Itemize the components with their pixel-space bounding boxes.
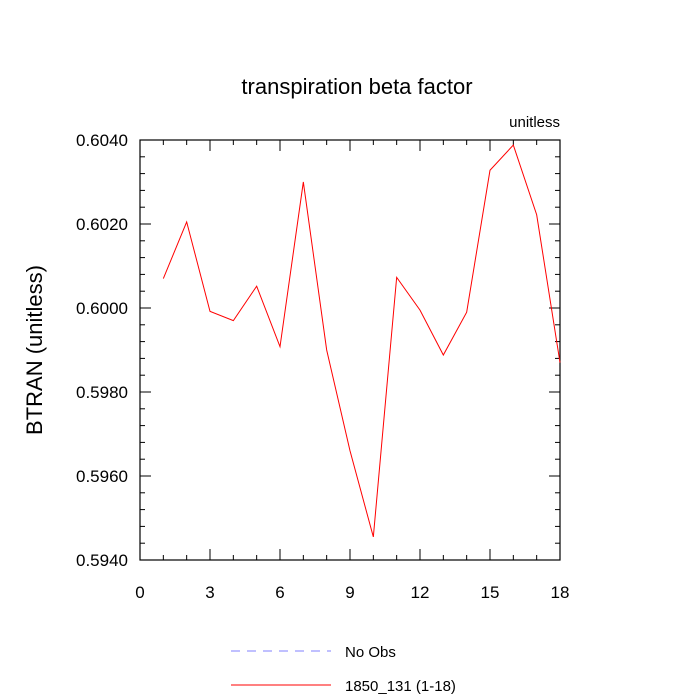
x-tick-label: 15 bbox=[481, 583, 500, 602]
y-tick-label: 0.6000 bbox=[76, 299, 128, 318]
legend-label-no-obs: No Obs bbox=[345, 644, 396, 661]
series-lines bbox=[162, 144, 561, 538]
y-tick-label: 0.6040 bbox=[76, 131, 128, 150]
plot-frame bbox=[139, 139, 561, 561]
x-tick-label: 12 bbox=[411, 583, 430, 602]
series-line bbox=[162, 144, 561, 538]
chart-title: transpiration beta factor bbox=[241, 74, 472, 99]
units-label: unitless bbox=[509, 114, 560, 131]
y-tick-labels: 0.5940 0.5960 0.5980 0.6000 0.6020 0.6040 bbox=[76, 131, 128, 570]
axis-ticks bbox=[139, 139, 561, 561]
y-axis-label: BTRAN (unitless) bbox=[22, 265, 47, 435]
legend: No Obs 1850_131 (1-18) bbox=[231, 644, 456, 695]
x-tick-labels: 0 3 6 9 12 15 18 bbox=[135, 583, 569, 602]
y-tick-label: 0.5960 bbox=[76, 467, 128, 486]
x-tick-label: 9 bbox=[345, 583, 354, 602]
y-tick-label: 0.5940 bbox=[76, 551, 128, 570]
x-tick-label: 3 bbox=[205, 583, 214, 602]
x-tick-label: 6 bbox=[275, 583, 284, 602]
x-tick-label: 18 bbox=[551, 583, 570, 602]
y-tick-label: 0.6020 bbox=[76, 215, 128, 234]
x-tick-label: 0 bbox=[135, 583, 144, 602]
legend-label-1850-131: 1850_131 (1-18) bbox=[345, 678, 456, 695]
y-tick-label: 0.5980 bbox=[76, 383, 128, 402]
